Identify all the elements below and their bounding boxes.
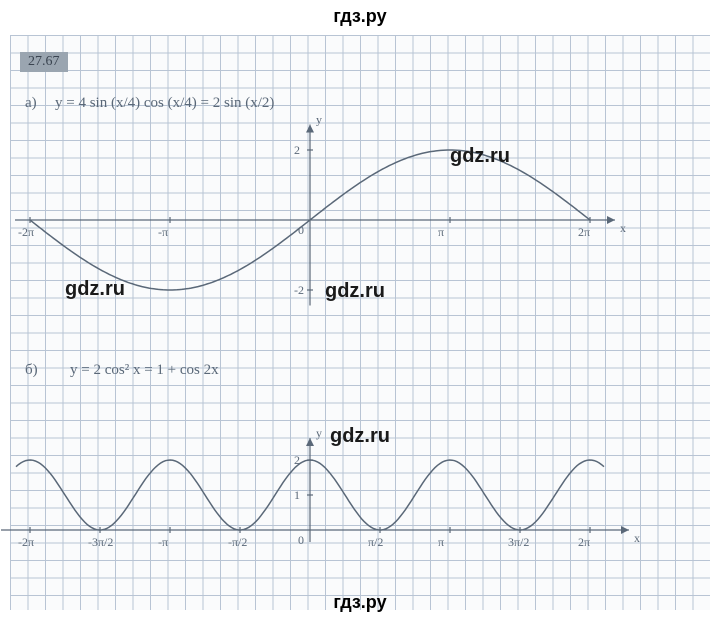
watermark: gdz.ru xyxy=(325,280,385,303)
svg-text:-3π/2: -3π/2 xyxy=(88,535,113,549)
svg-text:-π: -π xyxy=(158,535,168,549)
chart-part-b: xy012-2π-3π/2-π-π/2π/2π3π/22π xyxy=(0,0,720,617)
svg-text:2π: 2π xyxy=(578,535,590,549)
watermark: gdz.ru xyxy=(330,425,390,448)
svg-text:-π/2: -π/2 xyxy=(228,535,247,549)
svg-text:1: 1 xyxy=(294,488,300,502)
svg-text:0: 0 xyxy=(298,533,304,547)
svg-text:3π/2: 3π/2 xyxy=(508,535,529,549)
svg-text:π/2: π/2 xyxy=(368,535,383,549)
svg-text:π: π xyxy=(438,535,444,549)
svg-text:x: x xyxy=(634,531,640,545)
watermark: gdz.ru xyxy=(450,145,510,168)
svg-text:y: y xyxy=(316,426,322,440)
svg-text:-2π: -2π xyxy=(18,535,34,549)
page-footer: гдз.ру xyxy=(0,592,720,613)
watermark: gdz.ru xyxy=(65,278,125,301)
